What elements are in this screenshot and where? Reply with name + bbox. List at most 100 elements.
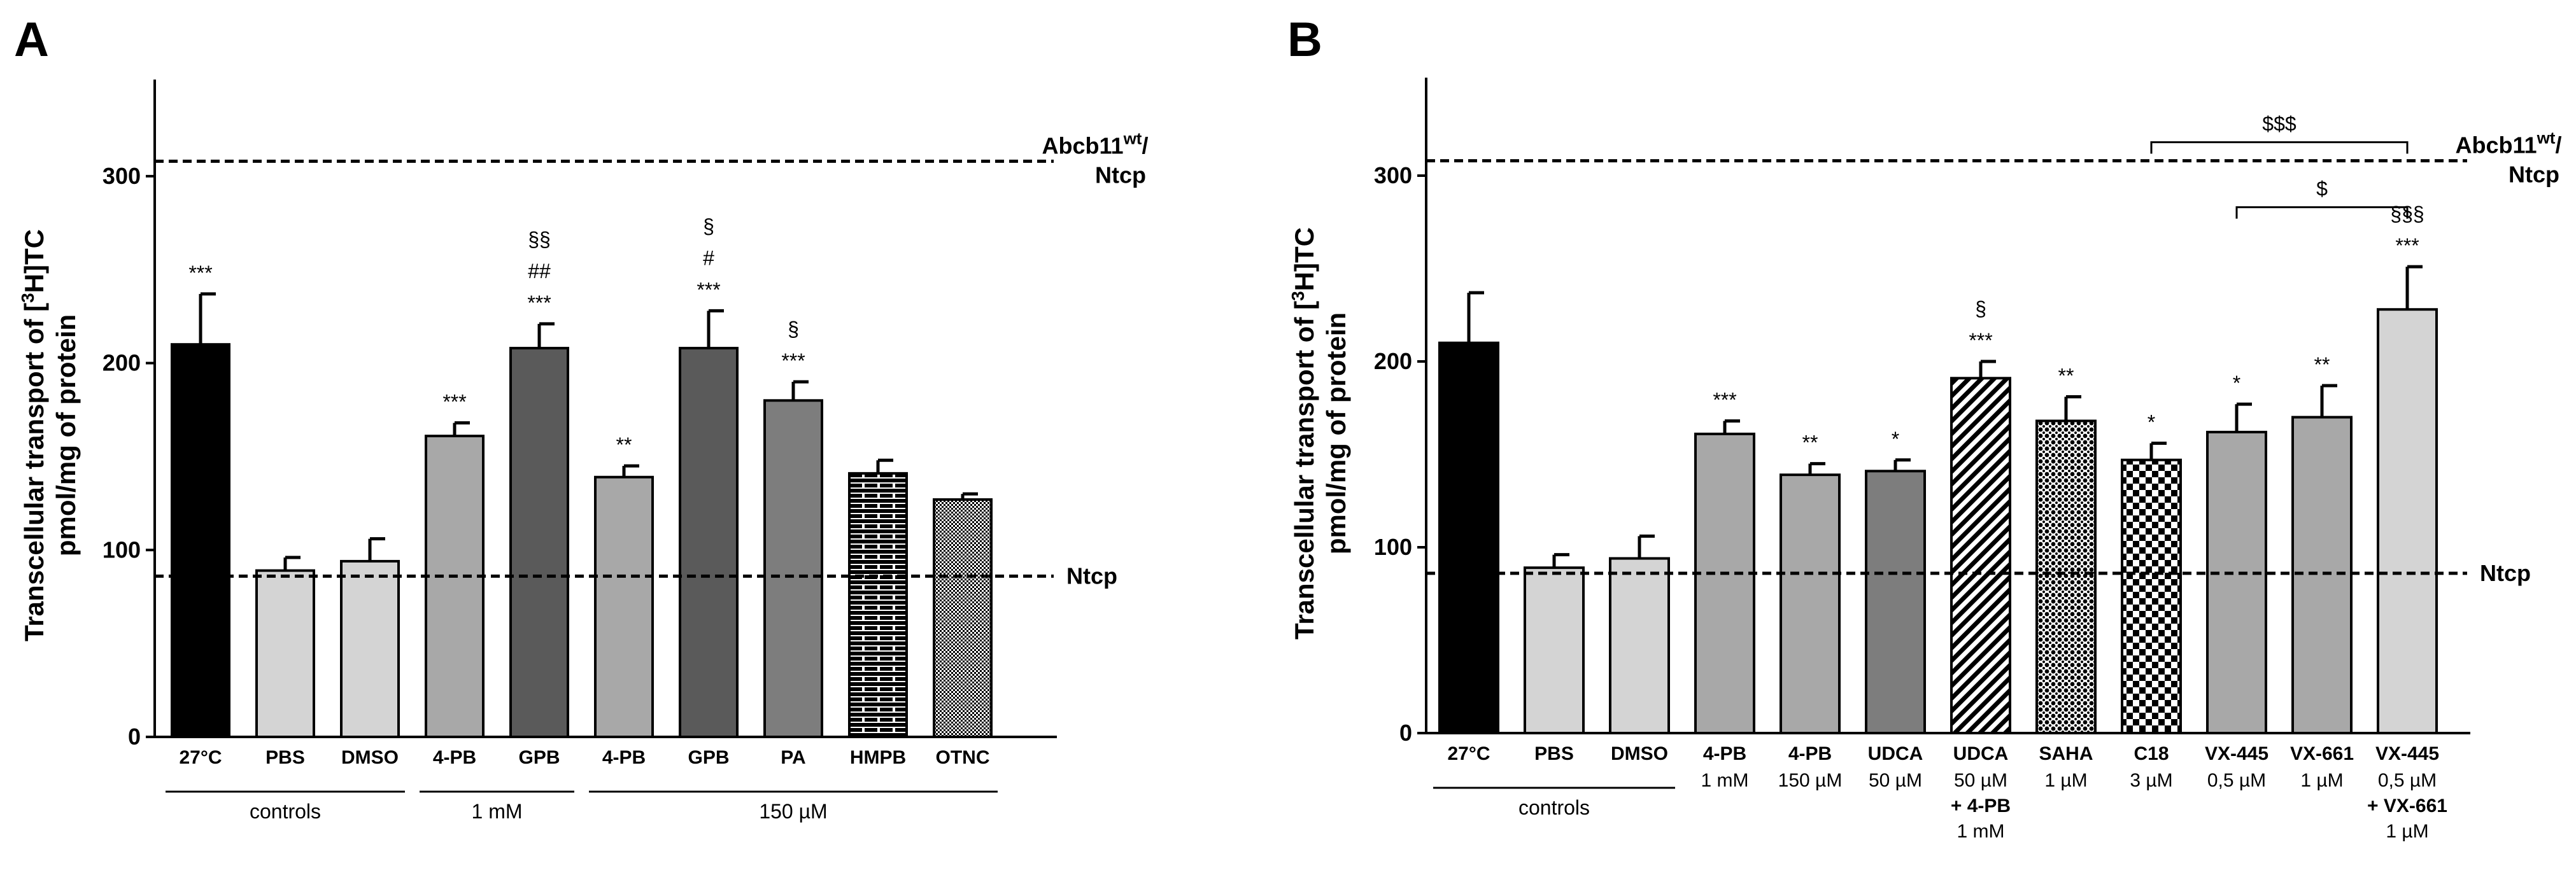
bar	[1780, 473, 1841, 734]
reference-label-part: /	[2555, 132, 2561, 158]
significance-label: **	[2314, 353, 2330, 376]
y-tick-label: 0	[1399, 720, 1412, 746]
bracket-label: $$$	[2262, 112, 2296, 135]
significance-label: §	[788, 318, 799, 340]
significance-label: ***	[1713, 388, 1736, 411]
category-label: PBS	[265, 747, 305, 768]
panel-letter: B	[1287, 13, 1322, 67]
category-label: C18	[2134, 743, 2169, 764]
reference-label-superscript: wt	[2537, 129, 2556, 148]
significance-label: ***	[2395, 234, 2419, 257]
panel-letter: A	[14, 13, 49, 67]
significance-label: ***	[697, 278, 720, 301]
category-label: DMSO	[1611, 743, 1668, 764]
category-label: 27°C	[1447, 743, 1490, 764]
y-tick-label: 300	[1374, 162, 1412, 188]
significance-label: *	[2233, 372, 2240, 395]
reference-label-line2: Ntcp	[2509, 162, 2559, 188]
group-label: 1 mM	[472, 800, 523, 823]
y-axis-label-part: H]TC	[19, 229, 49, 293]
y-axis-label-line2: pmol/mg of protein	[1321, 312, 1351, 554]
category-label: VX-445	[2205, 743, 2268, 764]
significance-label: ***	[527, 291, 551, 314]
significance-label: ***	[781, 349, 805, 372]
category-label: UDCA	[1953, 743, 2009, 764]
y-tick-label: 300	[103, 163, 141, 189]
category-label: UDCA	[1868, 743, 1923, 764]
bar	[171, 343, 230, 738]
bar	[1950, 377, 2011, 734]
bar	[679, 347, 739, 738]
reference-label: Ntcp	[2480, 560, 2531, 586]
category-sublabel: 0,5 µM	[2207, 770, 2266, 791]
group-label: controls	[1518, 796, 1590, 819]
bar	[2291, 416, 2353, 734]
significance-label: **	[1802, 431, 1818, 454]
reference-label-part: Abcb11	[1042, 132, 1124, 158]
reference-label-part: /	[1142, 132, 1148, 158]
category-label: 27°C	[179, 747, 222, 768]
category-sublabel: + 4-PB	[1951, 795, 2011, 816]
y-tick-label: 200	[103, 350, 141, 376]
bracket-label: $	[2316, 178, 2328, 200]
category-label: 4-PB	[602, 747, 646, 768]
bar	[848, 472, 908, 738]
category-label: 4-PB	[433, 747, 476, 768]
y-axis-label: Transcellular transport of [3H]TC	[18, 229, 50, 641]
bar	[763, 399, 823, 738]
reference-label: Abcb11wt/	[1042, 129, 1149, 158]
bar	[933, 498, 993, 738]
category-sublabel: 1 mM	[1701, 770, 1749, 791]
reference-label-superscript: wt	[1123, 129, 1142, 148]
group-label: 150 µM	[759, 800, 827, 823]
category-sublabel: 150 µM	[1778, 770, 1843, 791]
category-label: PBS	[1534, 743, 1574, 764]
category-label: VX-661	[2290, 743, 2354, 764]
y-axis-label-part: Transcellular transport of [	[1289, 301, 1319, 640]
reference-label-part: Abcb11	[2456, 132, 2537, 158]
significance-label: §	[1975, 297, 1986, 320]
y-axis-label-line2: pmol/mg of protein	[51, 314, 81, 556]
bar	[2206, 430, 2267, 735]
significance-label: §	[703, 214, 714, 237]
significance-label: ##	[528, 260, 551, 283]
reference-label-line2: Ntcp	[1095, 162, 1146, 188]
y-tick-label: 100	[103, 536, 141, 563]
bar	[1865, 470, 1926, 735]
significance-label: **	[2058, 364, 2074, 387]
category-sublabel: 50 µM	[1954, 770, 2007, 791]
group-label: controls	[250, 800, 321, 823]
significance-label: **	[616, 433, 632, 456]
category-sublabel: 1 µM	[2044, 770, 2087, 791]
category-label: GPB	[688, 747, 729, 768]
bar	[509, 347, 569, 738]
y-axis-label-superscript: 3	[1288, 291, 1308, 301]
significance-label: ***	[442, 391, 466, 414]
bar	[1609, 557, 1670, 735]
bar	[2377, 308, 2438, 734]
category-label: OTNC	[936, 747, 990, 768]
bar	[594, 475, 654, 738]
comparison-bracket	[2235, 206, 2409, 219]
y-tick-label: 0	[128, 724, 141, 750]
y-tick-label: 200	[1374, 348, 1412, 374]
significance-label: *	[2148, 410, 2155, 433]
bar	[255, 569, 315, 738]
significance-label: ***	[188, 262, 212, 284]
category-sublabel: 3 µM	[2130, 770, 2172, 791]
bar	[1524, 566, 1585, 734]
category-label: VX-445	[2375, 743, 2439, 764]
panel-a: A 0 100 200 300 Transcellular transport of [3…	[14, 13, 1148, 823]
significance-label: ***	[1969, 329, 1992, 352]
category-sublabel: 1 µM	[2386, 821, 2428, 842]
bar	[2121, 458, 2182, 734]
category-sublabel: 0,5 µM	[2378, 770, 2437, 791]
bar	[1438, 341, 1499, 734]
category-label: GPB	[518, 747, 560, 768]
category-label: DMSO	[341, 747, 399, 768]
category-label: 4-PB	[1788, 743, 1832, 764]
comparison-bracket	[2150, 141, 2409, 154]
reference-label: Abcb11wt/	[2456, 129, 2562, 158]
category-sublabel: 1 µM	[2300, 770, 2343, 791]
